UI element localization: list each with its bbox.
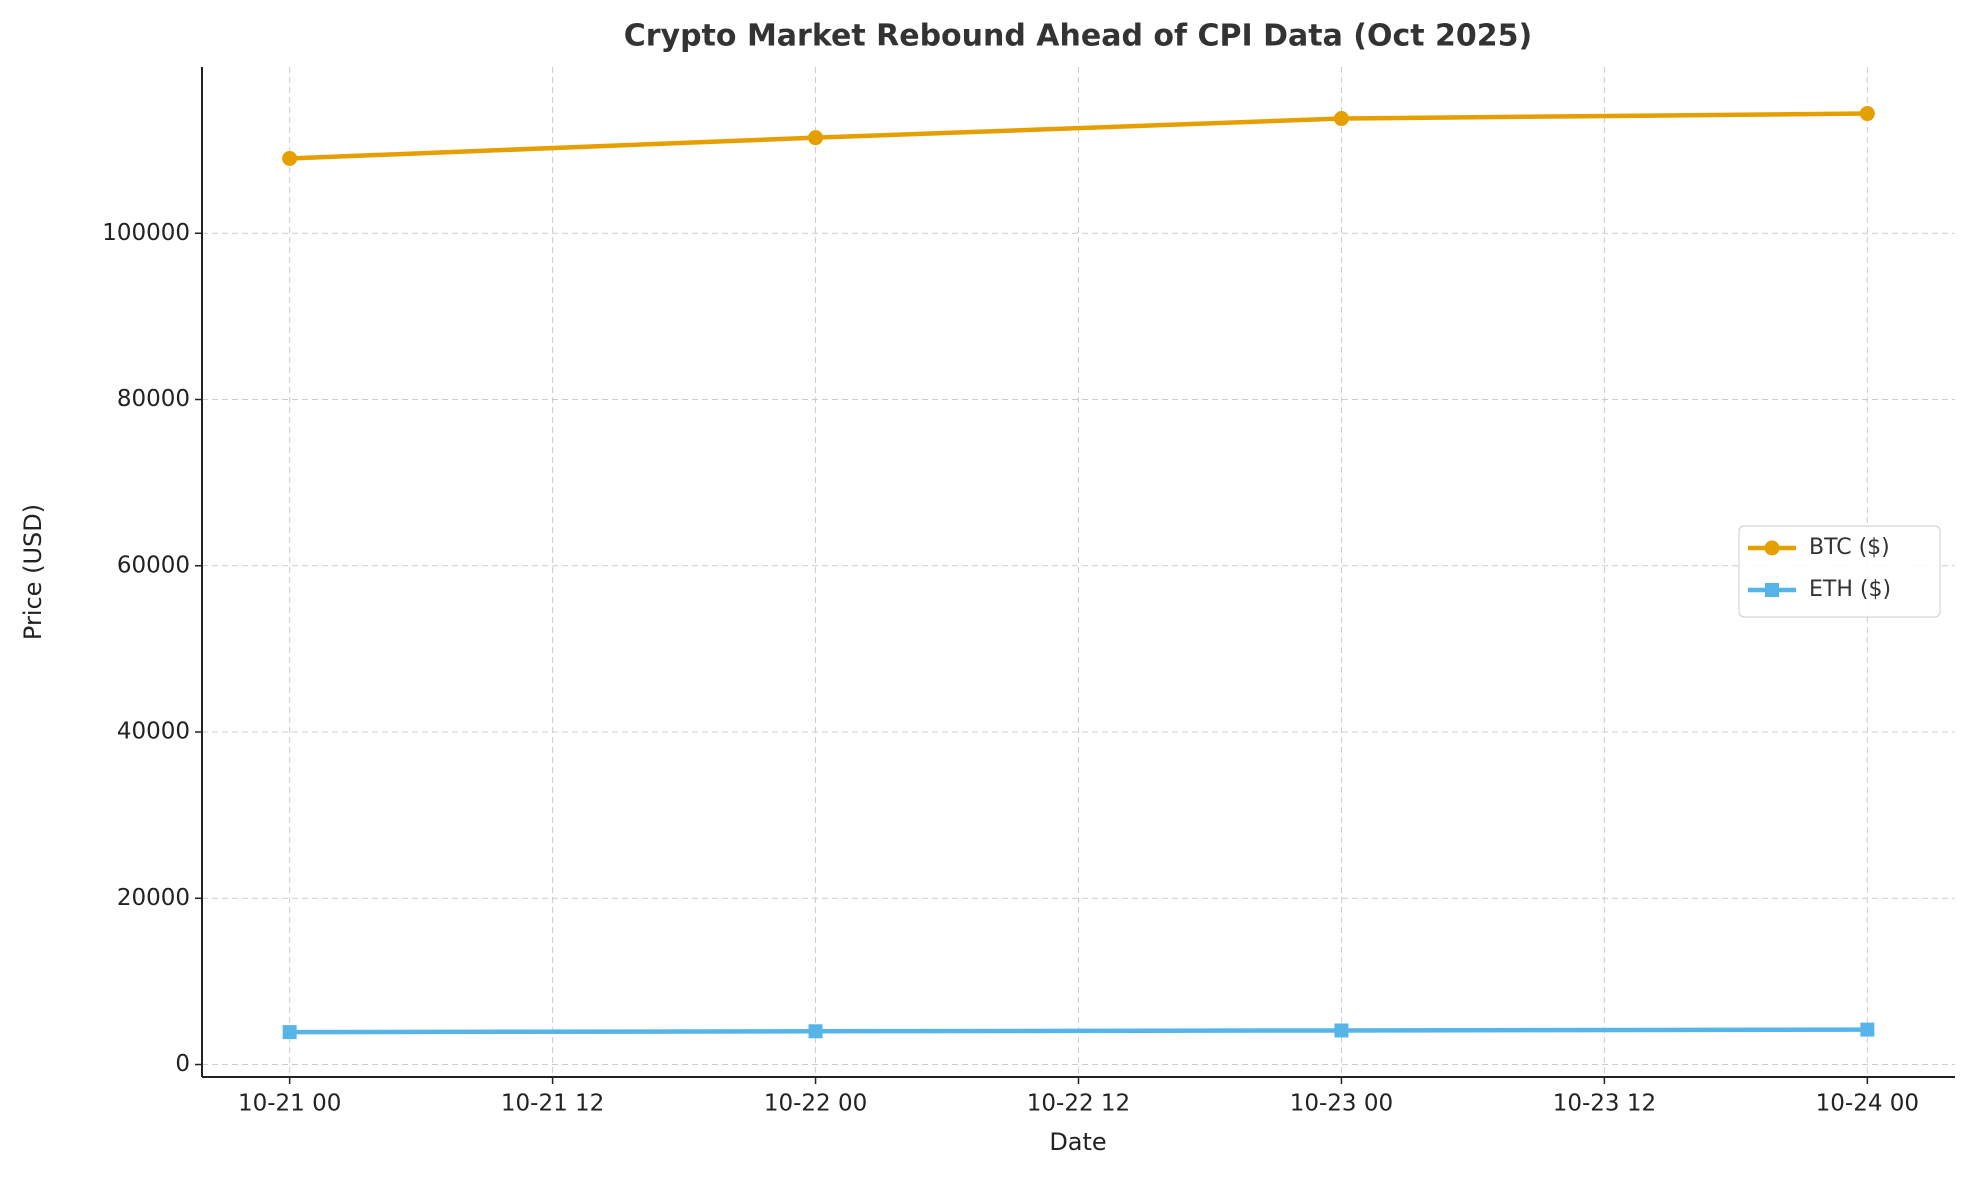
legend-label: BTC ($): [1809, 535, 1890, 560]
y-axis-label: Price (USD): [19, 504, 47, 640]
marker: [1765, 583, 1779, 597]
y-tick-label: 80000: [117, 386, 190, 412]
marker: [1860, 1022, 1875, 1037]
y-tick-label: 60000: [117, 552, 190, 578]
y-tick-label: 100000: [102, 220, 190, 246]
marker: [808, 1024, 823, 1039]
marker: [1333, 111, 1349, 127]
y-tick-label: 20000: [117, 885, 190, 911]
y-tick-label: 40000: [117, 719, 190, 745]
data-line: [289, 1027, 1868, 1035]
x-tick-label: 10-22 00: [764, 1091, 867, 1117]
marker: [282, 1025, 297, 1040]
x-tick-label: 10-21 00: [238, 1091, 341, 1117]
x-tick-label: 10-23 12: [1553, 1091, 1656, 1117]
marker: [1764, 540, 1780, 556]
legend-label: ETH ($): [1809, 577, 1891, 602]
x-tick-label: 10-22 12: [1027, 1091, 1130, 1117]
data-line: [289, 111, 1868, 161]
marker: [1334, 1023, 1349, 1038]
x-tick-label: 10-23 00: [1290, 1091, 1393, 1117]
y-tick-label: 0: [175, 1051, 190, 1077]
chart-title: Crypto Market Rebound Ahead of CPI Data …: [624, 19, 1533, 54]
marker: [282, 150, 298, 166]
x-tick-label: 10-24 00: [1816, 1091, 1919, 1117]
marker: [1859, 106, 1875, 122]
x-axis-label: Date: [1049, 1128, 1106, 1156]
x-tick-label: 10-21 12: [501, 1091, 604, 1117]
marker: [808, 130, 824, 146]
